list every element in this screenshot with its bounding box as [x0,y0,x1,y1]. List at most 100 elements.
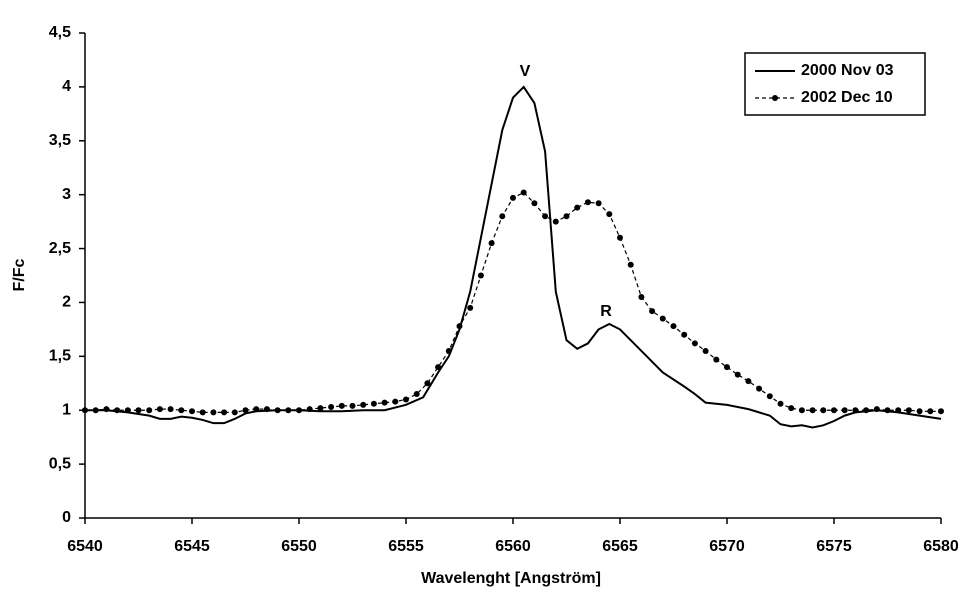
series-marker [263,406,270,413]
series-marker [349,402,356,409]
series-marker [905,407,912,414]
x-tick-label: 6545 [174,538,210,555]
series-marker [370,400,377,407]
series-marker [392,398,399,405]
y-tick-label: 4,5 [49,24,71,41]
series-marker [788,405,795,412]
series-marker [852,407,859,414]
series-marker [681,331,688,338]
series-marker [638,294,645,301]
series-marker [510,194,516,201]
series-marker [777,400,784,407]
series-marker [798,407,805,414]
series-marker [820,407,827,414]
series-marker [82,407,88,414]
series-marker [938,408,944,415]
series-marker [756,385,763,392]
legend-label: 2002 Dec 10 [801,89,893,106]
x-tick-label: 6560 [495,538,531,555]
series-marker [156,406,163,413]
series-marker [189,408,195,415]
series-marker [467,304,474,311]
series-marker [167,406,174,413]
series-marker [221,409,228,416]
x-tick-label: 6565 [602,538,638,555]
series-marker [435,364,442,371]
series-marker [766,393,773,400]
x-tick-label: 6575 [816,538,852,555]
legend-box [744,52,926,116]
annotation: R [600,303,612,320]
series-marker [424,380,431,387]
series-marker [831,407,837,414]
series-marker [274,407,281,414]
x-axis-title: Wavelenght [Angström] [421,570,601,587]
series-marker [916,408,923,415]
series-marker [863,407,870,414]
series-marker [563,213,570,220]
x-tick-label: 6570 [709,538,745,555]
x-tick-label: 6580 [923,538,959,555]
series-marker [413,391,420,398]
series-marker [499,213,506,220]
series-marker [360,401,367,408]
series-marker [477,272,484,279]
annotation: V [520,63,531,80]
series-marker [702,347,709,354]
series-line [85,85,942,429]
series-marker [456,323,463,330]
series-marker [285,407,292,414]
series-marker [114,407,121,414]
series-marker [691,340,698,347]
series-marker [809,407,816,414]
series-marker [381,399,388,406]
series-marker [135,407,142,414]
series-marker [531,200,538,207]
series-marker [146,407,153,414]
series-marker [670,323,677,330]
series-marker [713,356,720,363]
y-axis-title: F/Fc [11,258,28,291]
series-marker [584,199,591,206]
x-tick-label: 6550 [281,538,317,555]
series-marker [627,261,634,268]
y-tick-label: 1 [62,401,71,418]
series-marker [338,402,345,409]
y-tick-label: 0,5 [49,455,71,472]
series-marker [745,378,752,385]
series-marker [841,407,848,414]
series-marker [488,240,495,247]
series-marker [178,407,185,414]
series-marker [403,396,409,403]
series-marker [595,200,602,207]
series-marker [242,407,249,414]
legend-marker [772,95,778,101]
y-tick-label: 4 [62,78,71,95]
series-marker [884,407,891,414]
series-marker [542,213,549,220]
x-tick-label: 6555 [388,538,424,555]
series-line [85,191,941,413]
series-marker [296,407,302,414]
series-marker [617,234,623,241]
y-tick-label: 3,5 [49,132,71,149]
series-marker [574,204,581,211]
series-marker [92,407,99,414]
series-marker [895,407,902,414]
y-tick-label: 2,5 [49,240,71,257]
series-marker [103,406,110,413]
series-marker [724,364,730,371]
series-marker [873,406,880,413]
y-tick-label: 0 [62,509,71,526]
y-tick-label: 1,5 [49,348,71,365]
legend-label: 2000 Nov 03 [801,62,894,79]
series-marker [659,315,666,322]
series-marker [199,409,206,416]
series-marker [124,407,131,414]
series-marker [231,409,238,416]
series-marker [606,211,613,218]
series-marker [253,406,260,413]
series-marker [210,409,217,416]
y-tick-label: 3 [62,186,71,203]
